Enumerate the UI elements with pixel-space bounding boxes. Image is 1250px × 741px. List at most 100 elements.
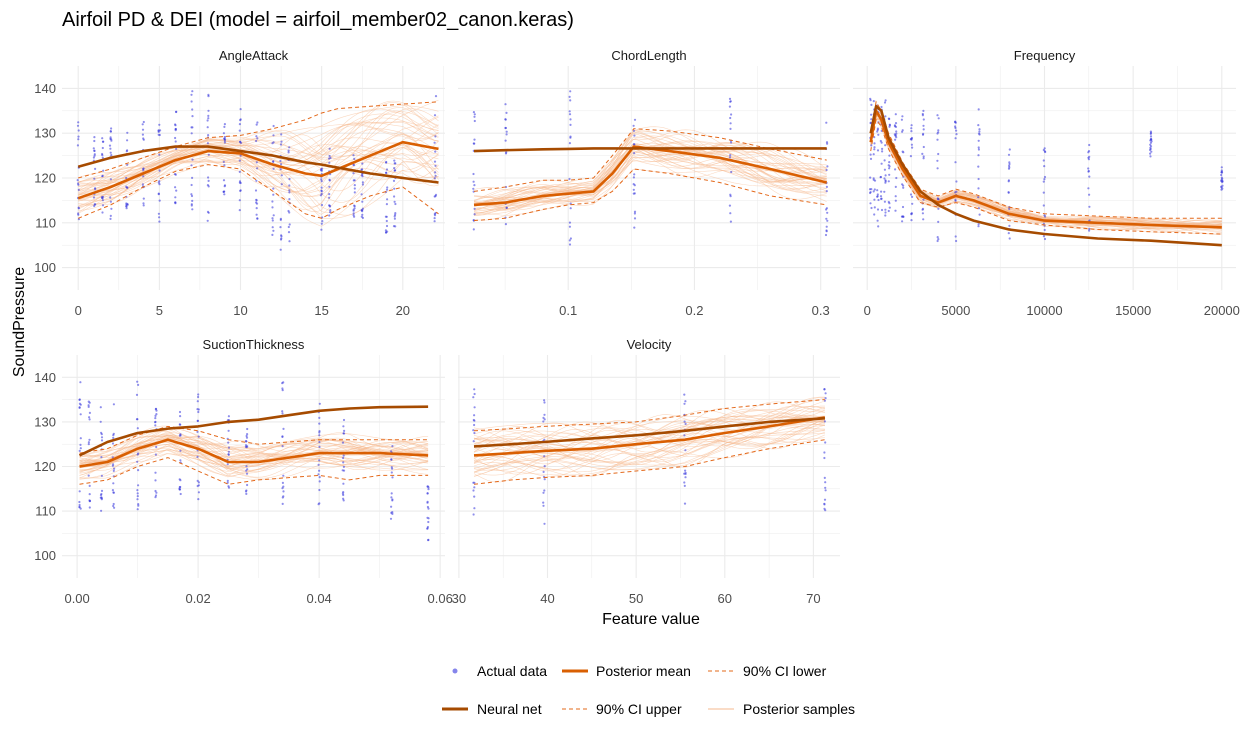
data-point [136, 492, 139, 495]
data-point [191, 108, 194, 111]
sample-line [473, 142, 827, 209]
data-point [76, 144, 79, 147]
data-point [869, 176, 872, 179]
data-point [385, 219, 388, 223]
ci-lower-line [78, 164, 439, 219]
data-point [883, 159, 886, 162]
data-point [1149, 135, 1153, 138]
data-point [633, 226, 636, 229]
data-point [391, 445, 394, 448]
data-point [569, 136, 572, 139]
data-point [154, 408, 157, 411]
data-point [77, 212, 80, 215]
data-point [901, 183, 904, 186]
data-point [826, 211, 829, 214]
data-point [1221, 181, 1224, 184]
data-point [101, 204, 105, 207]
x-tick-label: 15000 [1115, 303, 1151, 318]
data-point [887, 117, 891, 120]
x-tick-label: 15 [314, 303, 328, 318]
data-point [79, 381, 82, 384]
data-point [179, 459, 182, 462]
data-point [179, 415, 182, 418]
sample-line [870, 119, 1222, 233]
data-point [543, 455, 546, 458]
legend-label: Neural net [477, 701, 542, 717]
posterior-mean-line [869, 109, 1222, 229]
data-point [1149, 148, 1152, 152]
data-point [142, 202, 145, 205]
data-point [361, 213, 364, 216]
data-point [321, 220, 324, 223]
data-point [157, 129, 160, 132]
data-point [683, 481, 686, 484]
data-point [954, 198, 957, 201]
sample-line [473, 148, 827, 211]
data-point [921, 133, 925, 136]
data-point [937, 207, 940, 210]
ci-lower-line [473, 439, 825, 485]
data-point [142, 204, 145, 207]
data-point [141, 183, 144, 186]
x-tick-label: 30 [452, 591, 466, 606]
data-point [328, 179, 331, 182]
data-point [111, 489, 114, 492]
data-point [884, 144, 887, 147]
data-point [472, 396, 475, 399]
data-point [884, 214, 887, 217]
data-point [894, 134, 897, 137]
legend-item-samples: Posterior samples [708, 701, 855, 717]
data-point [922, 157, 925, 160]
data-point [824, 441, 827, 444]
data-point [472, 180, 475, 183]
data-point [101, 152, 104, 156]
data-point [361, 168, 364, 171]
data-point [191, 176, 194, 179]
data-point [826, 219, 829, 222]
legend-item-ci_upper: 90% CI upper [562, 701, 682, 717]
data-point [1008, 166, 1011, 169]
data-point [390, 471, 393, 474]
data-point [823, 456, 826, 460]
sample-line [473, 132, 827, 204]
data-point [1087, 150, 1091, 153]
sample-line [870, 106, 1222, 225]
data-point [954, 161, 957, 164]
data-point [902, 186, 905, 189]
data-point [137, 504, 140, 507]
data-point [888, 154, 891, 157]
data-point [1042, 191, 1045, 194]
sample-line [473, 135, 827, 206]
data-point [206, 119, 209, 122]
data-point [823, 476, 826, 479]
data-point [282, 427, 285, 430]
data-point [632, 176, 636, 179]
posterior-samples [78, 99, 439, 227]
sample-line [79, 433, 429, 458]
data-point [955, 133, 958, 136]
data-point [873, 198, 876, 201]
data-point [353, 157, 356, 160]
data-point [227, 450, 230, 453]
data-point [569, 118, 572, 121]
data-point [238, 123, 241, 126]
data-point [385, 203, 388, 206]
sample-line [78, 117, 439, 186]
data-point [879, 139, 882, 143]
sample-line [473, 397, 825, 446]
data-point [569, 90, 572, 93]
data-point [1221, 187, 1224, 190]
data-point [319, 194, 322, 197]
data-point [823, 399, 827, 402]
data-point [472, 228, 475, 231]
x-tick-label: 0.00 [64, 591, 89, 606]
data-point [901, 205, 905, 209]
data-point [954, 235, 957, 238]
data-point [88, 493, 91, 496]
data-point [329, 211, 332, 214]
data-point [93, 177, 96, 180]
data-point [126, 131, 129, 134]
data-point [158, 169, 161, 172]
data-point [256, 167, 259, 170]
data-point [426, 492, 429, 495]
